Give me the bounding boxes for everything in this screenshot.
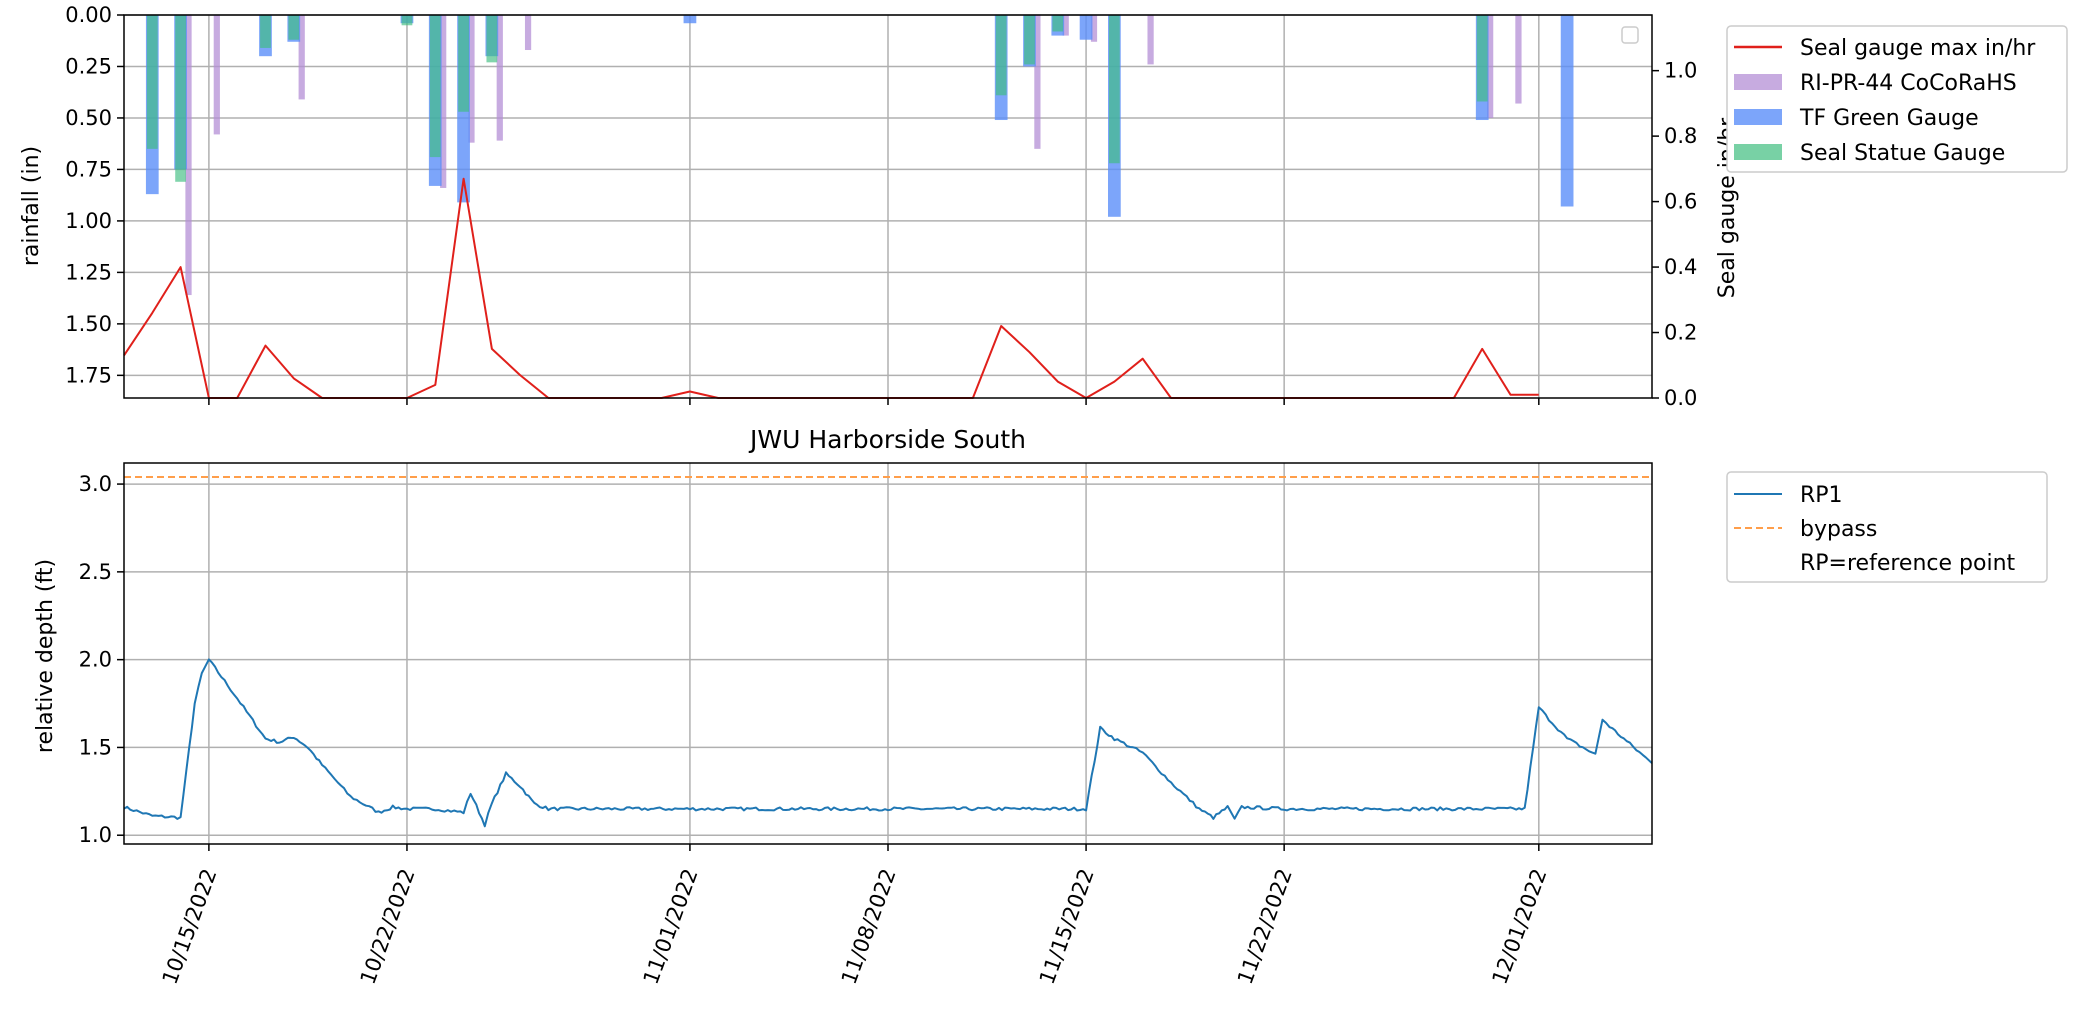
bar-seal-statue-gauge-0 — [146, 15, 158, 149]
bar-seal-statue-gauge-4 — [401, 15, 413, 26]
empty-legend-box — [1621, 26, 1639, 44]
legend-label-seal-max: Seal gauge max in/hr — [1800, 36, 2036, 61]
bar-ri-pr-44-cocorahs-0 — [185, 15, 192, 296]
bar-ri-pr-44-cocorahs-10 — [1147, 15, 1154, 65]
legend-label-rp1: RP1 — [1800, 483, 1843, 508]
rainfall-ytick-label-3: 0.75 — [65, 157, 112, 181]
rainfall-ytick-label-7: 1.75 — [65, 363, 112, 387]
rainfall-y-axis-label: rainfall (in) — [19, 146, 44, 266]
bar-seal-statue-gauge-8 — [995, 15, 1007, 96]
seal-gauge-ytick-label-1: 0.2 — [1664, 321, 1697, 345]
depth-y-axis-label: relative depth (ft) — [33, 559, 58, 753]
bar-seal-statue-gauge-2 — [260, 15, 271, 48]
seal-gauge-ytick-label-3: 0.6 — [1664, 190, 1697, 214]
seal-gauge-ytick-label-5: 1.0 — [1664, 59, 1697, 83]
bar-ri-pr-44-cocorahs-11 — [1487, 15, 1494, 118]
depth-ytick-label-4: 3.0 — [79, 472, 112, 496]
depth-ytick-label-2: 2.0 — [79, 648, 112, 672]
rainfall-ytick-label-0: 0.00 — [65, 3, 112, 27]
bar-seal-statue-gauge-7 — [486, 15, 498, 63]
rainfall-legend: Seal gauge max in/hr RI-PR-44 CoCoRaHS T… — [1726, 25, 2068, 173]
rainfall-y-ticks: 0.00 0.25 0.50 0.75 1.00 1.25 1.50 1.75 — [65, 3, 124, 387]
legend-label-bypass: bypass — [1800, 517, 1877, 542]
depth-ytick-label-0: 1.0 — [79, 823, 112, 847]
seal-gauge-ytick-label-2: 0.4 — [1664, 255, 1697, 279]
bar-seal-statue-gauge-12 — [1476, 15, 1488, 102]
depth-y-ticks: 1.0 1.5 2.0 2.5 3.0 — [79, 472, 124, 847]
legend-label-seal-statue: Seal Statue Gauge — [1800, 141, 2005, 166]
legend-swatch-tf-green — [1734, 109, 1782, 125]
bar-ri-pr-44-cocorahs-5 — [496, 15, 503, 141]
bar-ri-pr-44-cocorahs-1 — [213, 15, 220, 135]
legend-swatch-seal-statue — [1734, 144, 1782, 160]
seal-gauge-ytick-label-4: 0.8 — [1664, 124, 1697, 148]
rainfall-panel: 0.000.250.500.751.001.251.501.75 0.00.20… — [19, 3, 1740, 410]
bar-ri-pr-44-cocorahs-3 — [440, 15, 447, 188]
rainfall-bars — [145, 15, 1574, 296]
bar-ri-pr-44-cocorahs-4 — [468, 15, 475, 143]
depth-grid — [124, 463, 1652, 844]
bar-ri-pr-44-cocorahs-2 — [298, 15, 305, 100]
depth-legend: RP1 bypass RP=reference point — [1726, 471, 2048, 583]
rainfall-ytick-label-6: 1.50 — [65, 312, 112, 336]
seal-gauge-ytick-label-0: 0.0 — [1664, 386, 1697, 410]
seal-gauge-y-ticks: 0.0 0.2 0.4 0.6 0.8 1.0 — [1652, 59, 1697, 410]
depth-legend-box — [1726, 471, 2048, 583]
bar-ri-pr-44-cocorahs-12 — [1515, 15, 1522, 104]
legend-label-cocorahs: RI-PR-44 CoCoRaHS — [1800, 71, 2017, 96]
depth-chart-title: JWU Harborside South — [748, 425, 1026, 454]
bar-ri-pr-44-cocorahs-6 — [524, 15, 532, 51]
bar-seal-statue-gauge-10 — [1052, 15, 1064, 32]
bar-seal-statue-gauge-5 — [429, 15, 441, 158]
rainfall-ytick-label-4: 1.00 — [65, 209, 112, 233]
depth-ytick-label-1: 1.5 — [79, 735, 112, 759]
bar-ri-pr-44-cocorahs-8 — [1062, 15, 1069, 36]
bar-tf-green-gauge-8 — [683, 15, 697, 24]
depth-ytick-label-3: 2.5 — [79, 560, 112, 584]
legend-swatch-cocorahs — [1734, 74, 1782, 90]
rainfall-ytick-label-5: 1.25 — [65, 260, 112, 284]
rainfall-x-ticks — [208, 398, 1540, 405]
bar-tf-green-gauge-15 — [1560, 15, 1574, 207]
legend-label-tf-green: TF Green Gauge — [1799, 106, 1979, 131]
bar-seal-statue-gauge-11 — [1108, 15, 1120, 164]
rainfall-ytick-label-2: 0.50 — [65, 106, 112, 130]
bar-tf-green-gauge-12 — [1079, 15, 1093, 40]
bar-seal-statue-gauge-3 — [288, 15, 300, 40]
depth-lines — [123, 476, 1653, 828]
bar-seal-statue-gauge-6 — [458, 15, 469, 112]
rp1-depth-line — [123, 658, 1653, 828]
bar-seal-statue-gauge-1 — [175, 15, 186, 182]
bar-ri-pr-44-cocorahs-7 — [1034, 15, 1041, 149]
bar-ri-pr-44-cocorahs-9 — [1090, 15, 1098, 42]
bar-seal-statue-gauge-9 — [1024, 15, 1035, 65]
legend-label-rp-note: RP=reference point — [1800, 551, 2016, 576]
rainfall-legend-box — [1726, 25, 2068, 173]
rainfall-ytick-label-1: 0.25 — [65, 54, 112, 78]
